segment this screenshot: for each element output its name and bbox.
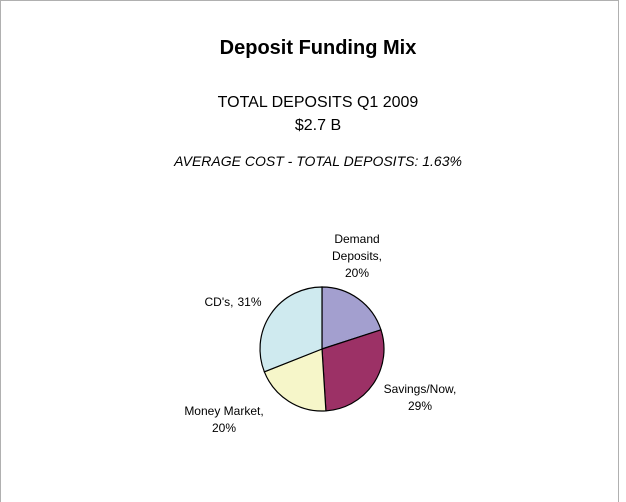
pie-slice (263, 348, 327, 412)
category-label: Demand (334, 232, 379, 246)
labels: Demand Deposits, 20% Savings/Now, 29% Money M… (184, 232, 456, 435)
value-label: 31% (237, 295, 261, 309)
category-label: Savings/Now, (384, 382, 457, 396)
chart-title: Deposit Funding Mix (220, 37, 417, 59)
data-label: Savings/Now, 29% (384, 382, 457, 413)
category-label: Deposits, (332, 249, 382, 263)
pie-slice (321, 329, 385, 412)
category-label: CD's, (205, 295, 234, 309)
pie (259, 286, 385, 412)
value-label: 20% (212, 421, 236, 435)
data-label: Money Market, 20% (184, 404, 263, 435)
subtitle: TOTAL DEPOSITS Q1 2009 (218, 94, 419, 111)
annotation: AVERAGE COST - TOTAL DEPOSITS: 1.63% (173, 153, 462, 169)
pie-slice (259, 286, 323, 373)
subtitle: $2.7 B (295, 117, 341, 134)
data-label: CD's, 31% (205, 295, 262, 309)
value-label: 20% (345, 266, 369, 280)
data-label: Demand Deposits, 20% (332, 232, 382, 280)
category-label: Money Market, (184, 404, 263, 418)
value-label: 29% (408, 399, 432, 413)
pie-slice (321, 286, 382, 350)
